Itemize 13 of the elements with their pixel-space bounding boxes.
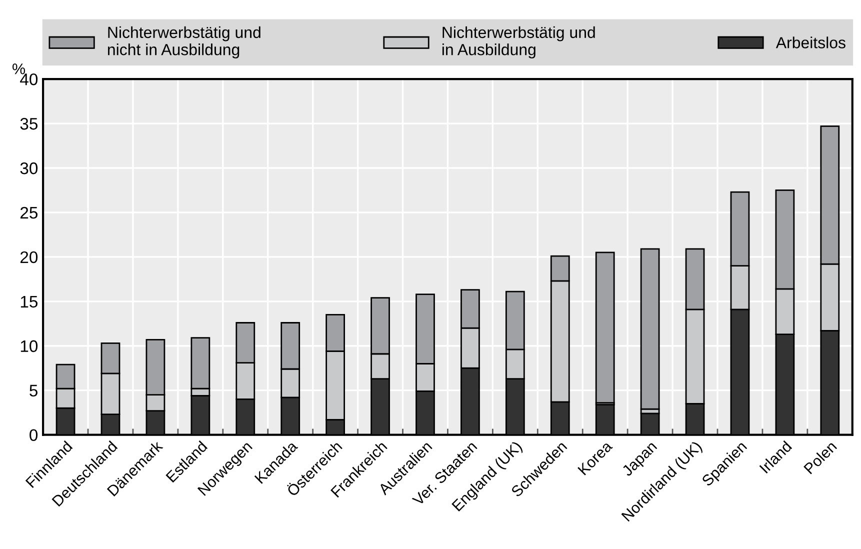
- y-tick-label: 5: [30, 384, 38, 397]
- y-tick-label: 0: [30, 429, 38, 442]
- legend-label: Nichterwerbstätig und nicht in Ausbildung: [108, 26, 260, 58]
- y-tick-label: 25: [20, 206, 38, 219]
- y-tick-label: 40: [20, 73, 38, 86]
- y-tick-label: 35: [20, 118, 38, 130]
- y-axis-title: %: [12, 64, 26, 74]
- y-tick-label: 10: [20, 340, 38, 352]
- legend-label: Arbeitslos: [776, 36, 846, 48]
- y-tick-label: 30: [20, 162, 38, 174]
- y-tick-label: 15: [20, 296, 38, 308]
- legend-label: Nichterwerbstätig und in Ausbildung: [442, 26, 595, 58]
- y-tick-label: 20: [20, 251, 38, 264]
